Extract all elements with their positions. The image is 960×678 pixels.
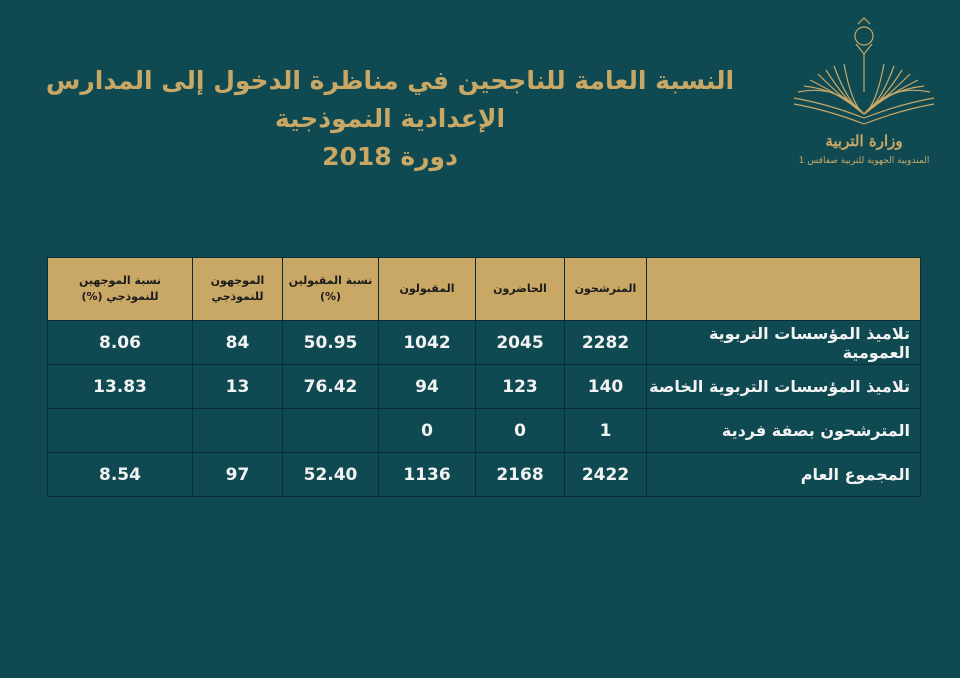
column-header-accepted-rate: نسبة المقبولين (%) (282, 257, 379, 321)
table-row: تلاميذ المؤسسات التربوية الخاصة 140 123 … (47, 364, 921, 409)
cell-accepted: 0 (378, 408, 476, 453)
column-header-present: الحاضرون (475, 257, 565, 321)
ministry-logo: وزارة التربية المندوبية الجهوية للتربية … (788, 14, 940, 174)
cell-candidates: 140 (564, 364, 647, 409)
table-row: تلاميذ المؤسسات التربوية العمومية 2282 2… (47, 320, 921, 365)
row-label: تلاميذ المؤسسات التربوية الخاصة (646, 364, 921, 409)
cell-oriented: 13 (192, 364, 283, 409)
title-line-1: النسبة العامة للناجحين في مناظرة الدخول … (45, 66, 735, 133)
cell-oriented-rate: 8.06 (47, 320, 193, 365)
row-label: المترشحون بصفة فردية (646, 408, 921, 453)
column-header-candidates: المترشحون (564, 257, 647, 321)
cell-oriented-rate (47, 408, 193, 453)
cell-candidates: 2282 (564, 320, 647, 365)
ministry-subtitle: المندوبية الجهوية للتربية صفاقس 1 (798, 156, 930, 166)
column-header-oriented-rate: نسبة الموجهين للنموذجي (%) (47, 257, 193, 321)
cell-accepted: 94 (378, 364, 476, 409)
column-header-label (646, 257, 921, 321)
cell-accepted-rate (282, 408, 379, 453)
cell-oriented-rate: 8.54 (47, 452, 193, 497)
cell-accepted-rate: 52.40 (282, 452, 379, 497)
table-row: المترشحون بصفة فردية 1 0 0 (47, 408, 921, 453)
open-book-emblem-icon (793, 17, 935, 125)
cell-oriented: 84 (192, 320, 283, 365)
row-label: المجموع العام (646, 452, 921, 497)
ministry-name: وزارة التربية (825, 132, 903, 150)
table-header-row: المترشحون الحاضرون المقبولون نسبة المقبو… (47, 257, 921, 321)
cell-oriented (192, 408, 283, 453)
results-table: المترشحون الحاضرون المقبولون نسبة المقبو… (47, 257, 921, 497)
cell-accepted-rate: 76.42 (282, 364, 379, 409)
cell-accepted: 1136 (378, 452, 476, 497)
cell-present: 0 (475, 408, 565, 453)
column-header-oriented: الموجهون للنموذجي (192, 257, 283, 321)
cell-accepted: 1042 (378, 320, 476, 365)
column-header-accepted: المقبولون (378, 257, 476, 321)
cell-accepted-rate: 50.95 (282, 320, 379, 365)
page-title: النسبة العامة للناجحين في مناظرة الدخول … (20, 62, 760, 176)
cell-candidates: 1 (564, 408, 647, 453)
cell-candidates: 2422 (564, 452, 647, 497)
cell-present: 2168 (475, 452, 565, 497)
table-row-total: المجموع العام 2422 2168 1136 52.40 97 8.… (47, 452, 921, 497)
cell-present: 2045 (475, 320, 565, 365)
row-label: تلاميذ المؤسسات التربوية العمومية (646, 320, 921, 365)
title-line-2: دورة 2018 (322, 142, 458, 171)
cell-oriented: 97 (192, 452, 283, 497)
cell-present: 123 (475, 364, 565, 409)
cell-oriented-rate: 13.83 (47, 364, 193, 409)
